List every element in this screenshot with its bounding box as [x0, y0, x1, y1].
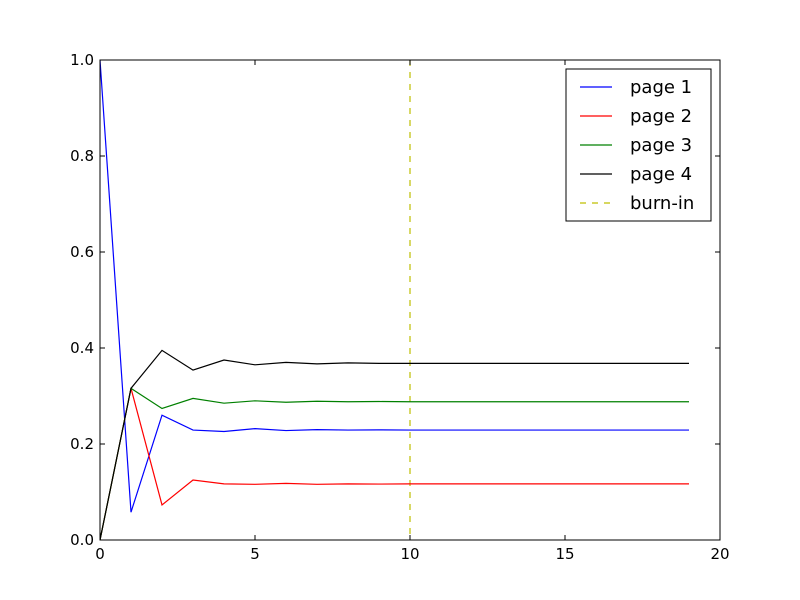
legend-label-page-1: page 1 — [630, 77, 692, 98]
legend-label-burn-in: burn-in — [630, 193, 694, 214]
y-tick-label: 0.4 — [70, 339, 94, 357]
legend: page 1 page 2 page 3 page 4 burn-in — [565, 68, 712, 222]
y-tick-label: 0.0 — [70, 531, 94, 549]
y-tick-label: 0.8 — [70, 147, 94, 165]
page-3-series — [100, 387, 689, 540]
page-1-series — [100, 60, 689, 513]
x-tick-label: 0 — [95, 545, 105, 563]
x-tick-label: 15 — [555, 545, 574, 563]
y-tick-label: 1.0 — [70, 51, 94, 69]
series-layer — [100, 60, 689, 540]
page-4-series — [100, 349, 689, 540]
x-tick-label: 10 — [400, 545, 419, 563]
legend-label-page-4: page 4 — [630, 164, 692, 185]
x-tick-label: 20 — [710, 545, 729, 563]
page-2-series — [100, 388, 689, 540]
y-tick-label: 0.6 — [70, 243, 94, 261]
axis-ticks: 0 5 10 15 20 0.0 0.2 0.4 0.6 0.8 1.0 — [70, 51, 729, 563]
legend-label-page-2: page 2 — [630, 106, 692, 127]
x-tick-label: 5 — [250, 545, 260, 563]
legend-frame — [565, 68, 712, 222]
legend-label-page-3: page 3 — [630, 135, 692, 156]
y-tick-label: 0.2 — [70, 435, 94, 453]
